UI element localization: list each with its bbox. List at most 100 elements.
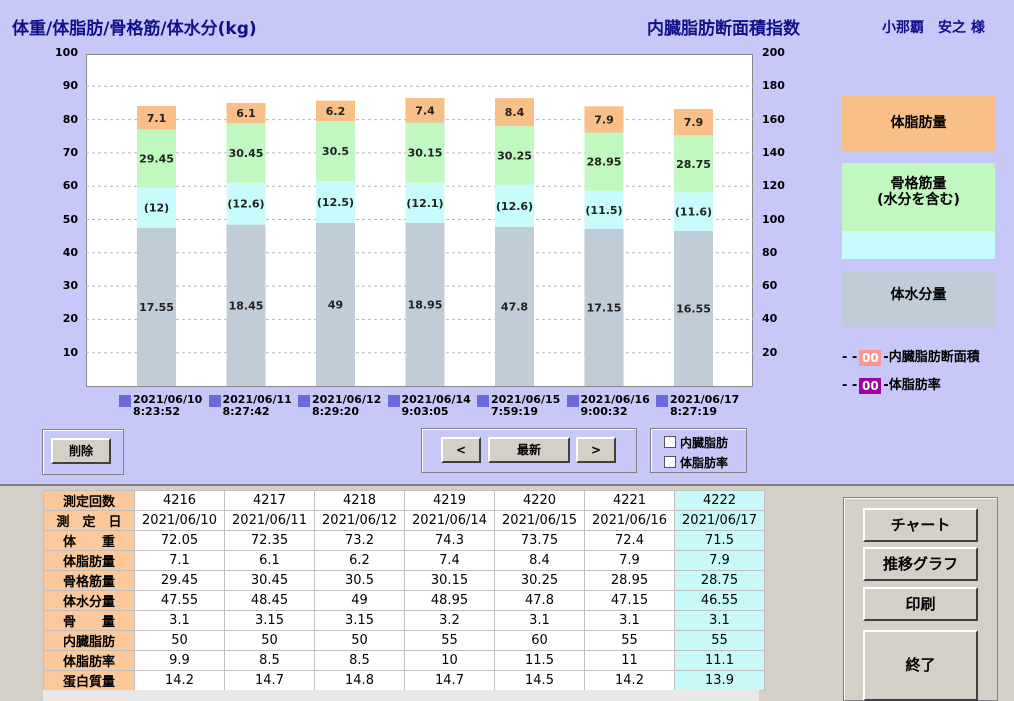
table-cell[interactable]: 7.4 [404,550,495,571]
table-cell[interactable]: 4220 [494,490,585,511]
table-cell[interactable]: 6.2 [314,550,405,571]
table-cell[interactable]: 47.55 [134,590,225,611]
delete-button[interactable]: 削除 [51,438,111,464]
table-cell[interactable]: 2021/06/14 [404,510,495,531]
table-cell[interactable]: 3.1 [584,610,675,631]
prev-button[interactable]: < [441,437,481,463]
table-row: 体脂肪量 7.1 6.1 6.2 7.4 8.4 7.9 7.9 [43,550,765,571]
table-cell[interactable]: 2021/06/16 [584,510,675,531]
table-cell[interactable]: 14.8 [314,670,405,691]
bar-data-label: 8.4 [505,106,525,119]
table-cell[interactable]: 2021/06/11 [224,510,315,531]
table-cell[interactable]: 28.95 [584,570,675,591]
checkbox-icon[interactable] [664,436,676,448]
table-cell[interactable]: 4216 [134,490,225,511]
table-cell[interactable]: 4222 [674,490,765,511]
table-cell[interactable]: 8.4 [494,550,585,571]
table-cell[interactable]: 2021/06/15 [494,510,585,531]
table-cell[interactable]: 11.5 [494,650,585,671]
bar-segment [137,227,176,386]
x-axis-date: 2021/06/12 [312,393,382,406]
table-cell[interactable]: 11.1 [674,650,765,671]
table-cell[interactable]: 55 [674,630,765,651]
table-cell[interactable]: 8.5 [314,650,405,671]
table-cell[interactable]: 4218 [314,490,405,511]
table-cell[interactable]: 30.25 [494,570,585,591]
bar-segment [495,226,534,386]
table-cell[interactable]: 29.45 [134,570,225,591]
bodyfat-checkbox[interactable]: 体脂肪率 [664,454,728,471]
bar-data-label: 7.9 [594,113,614,126]
table-cell[interactable]: 73.75 [494,530,585,551]
next-button[interactable]: > [576,437,616,463]
table-cell[interactable]: 14.7 [224,670,315,691]
table-cell[interactable]: 2021/06/17 [674,510,765,531]
table-cell[interactable]: 50 [314,630,405,651]
table-cell[interactable]: 50 [134,630,225,651]
table-cell[interactable]: 55 [584,630,675,651]
table-cell[interactable]: 73.2 [314,530,405,551]
table-cell[interactable]: 28.75 [674,570,765,591]
table-cell[interactable]: 74.3 [404,530,495,551]
table-cell[interactable]: 3.15 [224,610,315,631]
table-cell[interactable]: 30.5 [314,570,405,591]
x-axis-time: 8:27:42 [222,405,270,418]
table-cell[interactable]: 48.95 [404,590,495,611]
horizontal-scrollbar[interactable] [43,690,759,701]
table-cell[interactable]: 11 [584,650,675,671]
table-cell[interactable]: 3.1 [134,610,225,631]
bar-data-label: 29.45 [139,153,174,166]
table-row: 内臓脂肪 50 50 50 55 60 55 55 [43,630,765,651]
table-cell[interactable]: 13.9 [674,670,765,691]
table-cell[interactable]: 48.45 [224,590,315,611]
table-cell[interactable]: 7.9 [674,550,765,571]
left-axis-tick: 100 [55,46,78,59]
checkbox-icon[interactable] [664,456,676,468]
table-cell[interactable]: 4219 [404,490,495,511]
table-cell[interactable]: 72.05 [134,530,225,551]
bar-segment [137,105,176,130]
table-cell[interactable]: 3.2 [404,610,495,631]
table-cell[interactable]: 49 [314,590,405,611]
table-cell[interactable]: 50 [224,630,315,651]
table-cell[interactable]: 3.15 [314,610,405,631]
table-cell[interactable]: 14.5 [494,670,585,691]
table-cell[interactable]: 3.1 [494,610,585,631]
bar-segment [226,182,266,225]
print-button[interactable]: 印刷 [863,587,978,621]
right-axis-tick: 120 [762,179,785,193]
table-cell[interactable]: 9.9 [134,650,225,671]
latest-button[interactable]: 最新 [488,437,570,463]
table-cell[interactable]: 55 [404,630,495,651]
legend-muscle-label: 骨格筋量 [890,176,947,192]
legend-fat-mass-label: 体脂肪量 [890,115,947,131]
table-cell[interactable]: 2021/06/10 [134,510,225,531]
table-cell[interactable]: 47.8 [494,590,585,611]
table-cell[interactable]: 30.45 [224,570,315,591]
table-cell[interactable]: 4217 [224,490,315,511]
table-cell[interactable]: 72.4 [584,530,675,551]
table-cell[interactable]: 60 [494,630,585,651]
table-cell[interactable]: 46.55 [674,590,765,611]
table-cell[interactable]: 3.1 [674,610,765,631]
trend-graph-button[interactable]: 推移グラフ [863,547,978,581]
row-header: 蛋白質量 [43,670,135,691]
table-cell[interactable]: 47.15 [584,590,675,611]
table-cell[interactable]: 72.35 [224,530,315,551]
table-cell[interactable]: 2021/06/12 [314,510,405,531]
table-cell[interactable]: 14.2 [584,670,675,691]
table-cell[interactable]: 71.5 [674,530,765,551]
table-cell[interactable]: 7.1 [134,550,225,571]
table-cell[interactable]: 14.2 [134,670,225,691]
table-cell[interactable]: 30.15 [404,570,495,591]
table-cell[interactable]: 8.5 [224,650,315,671]
table-cell[interactable]: 6.1 [224,550,315,571]
table-cell[interactable]: 4221 [584,490,675,511]
chart-button[interactable]: チャート [863,508,978,542]
table-cell[interactable]: 10 [404,650,495,671]
exit-button[interactable]: 終了 [863,630,978,701]
table-cell[interactable]: 7.9 [584,550,675,571]
bar-data-label: 30.5 [322,145,349,158]
table-cell[interactable]: 14.7 [404,670,495,691]
visceral-checkbox[interactable]: 内臓脂肪 [664,434,728,451]
